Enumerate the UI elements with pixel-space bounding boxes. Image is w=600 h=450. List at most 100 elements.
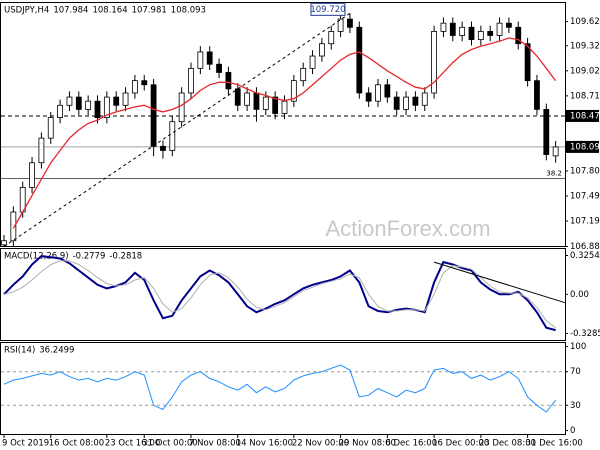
candle-body (347, 18, 353, 28)
candle-body (234, 88, 241, 106)
x-tick-label: 7 Nov 08:00 (189, 439, 241, 449)
readout: 107.984 (53, 5, 88, 15)
panel-header: RSI(14) 36.2499 (4, 345, 74, 355)
panel-title: RSI(14) (4, 345, 35, 355)
candle-body (225, 72, 232, 90)
candle-body (496, 22, 503, 36)
candle-body (337, 18, 344, 32)
y-tick-label: 109.620 (570, 17, 600, 27)
candle-body (375, 84, 381, 102)
x-tick-label: 16 Dec 00:00 (432, 439, 489, 449)
y-tick-label: 30 (570, 401, 581, 411)
candle-body (29, 162, 35, 188)
candle-body (309, 55, 316, 69)
x-tick-label: 14 Nov 16:00 (236, 439, 293, 449)
candle-body (403, 96, 409, 110)
y-tick-label: -0.3285 (570, 329, 600, 339)
candle-body (487, 30, 494, 36)
candle-body (113, 96, 120, 106)
readout: 107.981 (132, 5, 167, 15)
candle-body (534, 80, 540, 110)
annotation-label: 109.720 (310, 5, 345, 15)
candle-body (412, 96, 419, 106)
y-tick-label: 70 (570, 367, 581, 377)
indicator-line (3, 364, 556, 413)
candle-body (262, 96, 269, 110)
candle-body (47, 117, 54, 139)
candle-body (216, 63, 222, 73)
candle-body (421, 92, 428, 106)
candle-body (449, 22, 456, 36)
candle-body (505, 22, 512, 28)
y-tick-label: 106.880 (570, 242, 600, 252)
candle-body (431, 30, 438, 94)
panel-header: MACD(12,26,9) -0.2779 -0.2818 (4, 251, 142, 261)
candle-body (253, 92, 260, 110)
candle-body (141, 80, 148, 86)
y-tick-label: 0.3254 (570, 251, 600, 261)
candle-body (552, 146, 559, 157)
candle-body (122, 92, 129, 106)
x-tick-label: 9 Oct 2019 (2, 439, 49, 449)
candle-body (66, 96, 73, 106)
y-tick-label: 100 (570, 342, 586, 352)
price-panel (0, 2, 566, 247)
candle-body (188, 67, 194, 94)
readout: 108.164 (92, 5, 127, 15)
candle-body (160, 145, 166, 151)
panel-title: USDJPY,H4 (4, 5, 49, 15)
candle-body (169, 121, 176, 151)
trendline (433, 261, 566, 304)
readout: -0.2779 (73, 251, 106, 261)
level-label-box (566, 109, 599, 122)
candle-body (543, 108, 550, 155)
candle-body (524, 43, 531, 82)
level-label: 38.2 (546, 170, 562, 178)
readout: 36.2499 (39, 345, 74, 355)
watermark: ActionForex.com (325, 216, 490, 241)
x-tick-label: 29 Nov 08:00 (339, 439, 396, 449)
x-tick-label: 22 Nov 00:00 (292, 439, 349, 449)
panel-title: MACD(12,26,9) (4, 251, 69, 261)
y-tick-label: 108.715 (570, 91, 600, 101)
moving-average (12, 37, 557, 229)
indicator-line (3, 255, 556, 332)
x-tick-label: 31 Oct 00:00 (142, 439, 197, 449)
candle-body (459, 26, 466, 36)
candle-body (150, 84, 157, 147)
indicator-line (3, 260, 556, 329)
candle-body (328, 30, 335, 45)
candle-body (103, 96, 110, 119)
level-label: 108.470 (570, 111, 600, 121)
candle-body (197, 51, 204, 69)
y-tick-label: 109.020 (570, 66, 600, 76)
candle-body (57, 104, 63, 119)
candle-body (244, 92, 251, 106)
candle-body (281, 100, 288, 114)
candle-body (75, 96, 82, 110)
annotation-box (310, 2, 346, 16)
y-tick-label: 109.325 (570, 41, 600, 51)
candle-body (356, 26, 363, 94)
candle-body (468, 26, 475, 41)
y-tick-label: 107.800 (570, 166, 600, 176)
candle-body (318, 43, 325, 57)
x-tick-label: 16 Oct 08:00 (49, 439, 104, 449)
y-tick-label: 0 (570, 426, 575, 436)
candle-body (1, 240, 7, 246)
level-label-box (566, 140, 599, 153)
candle-body (38, 137, 45, 164)
rsi-panel (0, 342, 566, 435)
candle-body (94, 100, 101, 119)
candle-body (515, 26, 522, 45)
candle-body (300, 67, 307, 82)
y-tick-label: 107.495 (570, 192, 600, 202)
candle-body (365, 92, 372, 102)
y-tick-label: 0.00 (570, 290, 589, 300)
readout: 108.093 (171, 5, 206, 15)
panel-header: USDJPY,H4 107.984 108.164 107.981 108.093 (4, 5, 206, 15)
readout: -0.2818 (109, 251, 142, 261)
